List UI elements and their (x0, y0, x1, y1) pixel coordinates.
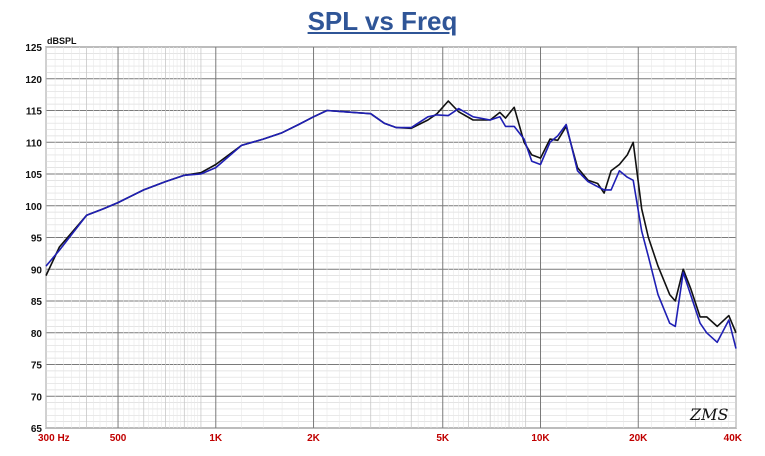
y-tick-label: 120 (25, 75, 42, 86)
x-tick-label: 20K (629, 433, 648, 444)
y-tick-labels: 65 70 75 80 85 90 95 100 105 110 115 120 125 (25, 43, 42, 435)
y-tick-label: 90 (31, 265, 43, 276)
y-tick-label: 65 (31, 424, 43, 435)
series-line-1 (45, 100, 737, 334)
series-lines (45, 100, 737, 349)
grid (45, 46, 737, 429)
x-tick-label: 40K (724, 433, 743, 444)
y-axis-unit: dBSPL (47, 36, 77, 46)
y-tick-label: 70 (31, 392, 43, 403)
y-tick-label: 100 (25, 202, 42, 213)
y-tick-label: 95 (31, 234, 43, 245)
x-tick-labels: 300 Hz 500 1K 2K 5K 10K 20K 40K (38, 433, 743, 444)
x-tick-label: 2K (307, 433, 321, 444)
y-tick-label: 105 (25, 170, 42, 181)
series-line-2 (45, 107, 737, 349)
x-tick-label: 300 Hz (38, 433, 70, 444)
y-tick-label: 75 (31, 361, 43, 372)
y-tick-label: 115 (26, 107, 43, 118)
y-tick-label: 80 (31, 329, 43, 340)
brand-mark: ZMS (689, 405, 729, 424)
y-tick-label: 125 (25, 43, 42, 54)
x-tick-label: 5K (436, 433, 450, 444)
y-tick-label: 110 (26, 138, 43, 149)
chart-title: SPL vs Freq (307, 6, 458, 36)
x-tick-label: 1K (209, 433, 223, 444)
y-tick-label: 85 (31, 297, 43, 308)
x-tick-label: 10K (531, 433, 550, 444)
x-tick-label: 500 (110, 433, 127, 444)
